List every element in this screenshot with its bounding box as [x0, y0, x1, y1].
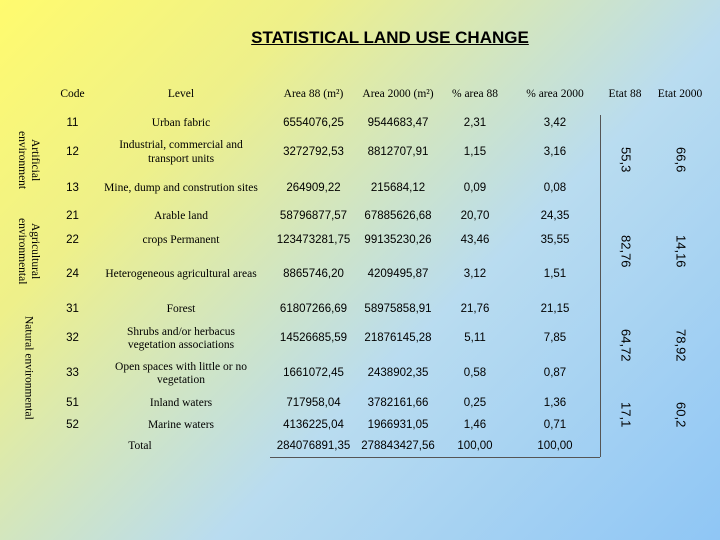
value-cell: 4209495,87 [367, 268, 429, 281]
value-cell: 21876145,28 [364, 332, 432, 345]
total-value: 278843427,56 [361, 440, 435, 453]
level-cell: crops Permanent [142, 233, 220, 246]
value-cell: 3782161,66 [367, 396, 429, 409]
column-header: Area 88 (m²) [283, 88, 344, 101]
value-cell: 58975858,91 [364, 303, 432, 316]
etat-88: 64,72 [618, 328, 634, 362]
value-cell: 0,09 [463, 181, 487, 194]
level-cell: Forest [166, 303, 196, 316]
total-value: 284076891,35 [276, 440, 351, 453]
value-cell: 1966931,05 [367, 419, 429, 432]
etat-2000: 60,2 [673, 401, 689, 428]
value-cell: 8812707,91 [367, 145, 429, 158]
value-cell: 4136225,04 [283, 419, 344, 432]
value-cell: 215684,12 [370, 181, 426, 194]
level-cell: Urban fabric [151, 117, 211, 130]
value-cell: 43,46 [460, 233, 490, 246]
title: STATISTICAL LAND USE CHANGE [251, 28, 529, 47]
value-cell: 24,35 [540, 210, 570, 223]
section-label: Agricultural environmental [16, 218, 42, 285]
value-cell: 11 [66, 117, 79, 130]
total-value: 100,00 [537, 440, 573, 453]
value-cell: 5,11 [464, 332, 486, 345]
value-cell: 13 [66, 181, 79, 194]
rule [270, 457, 600, 458]
value-cell: 3,42 [543, 117, 567, 130]
column-header: Etat 2000 [657, 88, 703, 101]
etat-88: 17,1 [618, 401, 634, 428]
value-cell: 0,58 [463, 367, 487, 380]
level-cell: Inland waters [149, 396, 213, 409]
value-cell: 33 [66, 367, 79, 380]
value-cell: 24 [66, 268, 79, 281]
value-cell: 2438902,35 [367, 367, 429, 380]
section-label: Natural environmental [22, 315, 35, 420]
total-label: Total [128, 440, 152, 453]
value-cell: 123473281,75 [276, 233, 351, 246]
value-cell: 21 [66, 210, 79, 223]
etat-88: 55,3 [618, 147, 634, 173]
level-cell: Mine, dump and constrution sites [104, 181, 258, 194]
section-label: Artificial environment [16, 130, 42, 190]
rule [600, 115, 601, 457]
value-cell: 32 [66, 332, 79, 345]
value-cell: 264909,22 [286, 181, 341, 194]
value-cell: 717958,04 [286, 396, 341, 409]
value-cell: 0,87 [543, 367, 567, 380]
value-cell: 6554076,25 [283, 117, 344, 130]
value-cell: 2,31 [463, 117, 487, 130]
value-cell: 3,12 [463, 268, 487, 281]
value-cell: 0,71 [543, 419, 567, 432]
value-cell: 1,51 [543, 268, 567, 281]
value-cell: 7,85 [543, 332, 567, 345]
value-cell: 1,15 [463, 145, 487, 158]
etat-88: 82,76 [618, 235, 634, 268]
value-cell: 1,46 [463, 419, 487, 432]
level-cell: Marine waters [147, 419, 215, 432]
value-cell: 58796877,57 [279, 210, 348, 223]
column-header: Etat 88 [608, 88, 642, 101]
value-cell: 21,15 [540, 303, 570, 316]
level-cell: Arable land [154, 210, 208, 223]
column-header: % area 2000 [526, 88, 584, 101]
value-cell: 3,16 [543, 145, 567, 158]
value-cell: 0,08 [543, 181, 567, 194]
value-cell: 20,70 [460, 210, 490, 223]
total-value: 100,00 [457, 440, 493, 453]
value-cell: 3272792,53 [283, 145, 344, 158]
value-cell: 21,76 [460, 303, 490, 316]
value-cell: 52 [66, 419, 79, 432]
value-cell: 12 [66, 145, 79, 158]
value-cell: 1661072,45 [283, 367, 344, 380]
value-cell: 0,25 [463, 396, 487, 409]
value-cell: 31 [66, 303, 79, 316]
column-header: % area 88 [452, 88, 498, 101]
column-header: Area 2000 (m²) [362, 88, 434, 101]
etat-2000: 14,16 [673, 235, 689, 268]
value-cell: 22 [66, 233, 79, 246]
level-cell: Open spaces with little or no vegetation [115, 360, 247, 386]
value-cell: 1,36 [543, 396, 567, 409]
value-cell: 14526685,59 [279, 332, 348, 345]
value-cell: 99135230,26 [364, 233, 432, 246]
etat-2000: 66,6 [673, 147, 689, 173]
value-cell: 61807266,69 [279, 303, 348, 316]
level-cell: Industrial, commercial and transport uni… [119, 139, 243, 165]
value-cell: 67885626,68 [364, 210, 432, 223]
value-cell: 35,55 [540, 233, 570, 246]
column-header: Code [60, 88, 85, 101]
value-cell: 9544683,47 [367, 117, 429, 130]
column-header: Level [167, 88, 195, 101]
value-cell: 8865746,20 [283, 268, 344, 281]
level-cell: Heterogeneous agricultural areas [105, 268, 257, 281]
value-cell: 51 [66, 396, 79, 409]
etat-2000: 78,92 [673, 328, 689, 362]
level-cell: Shrubs and/or herbacus vegetation associ… [127, 325, 235, 351]
